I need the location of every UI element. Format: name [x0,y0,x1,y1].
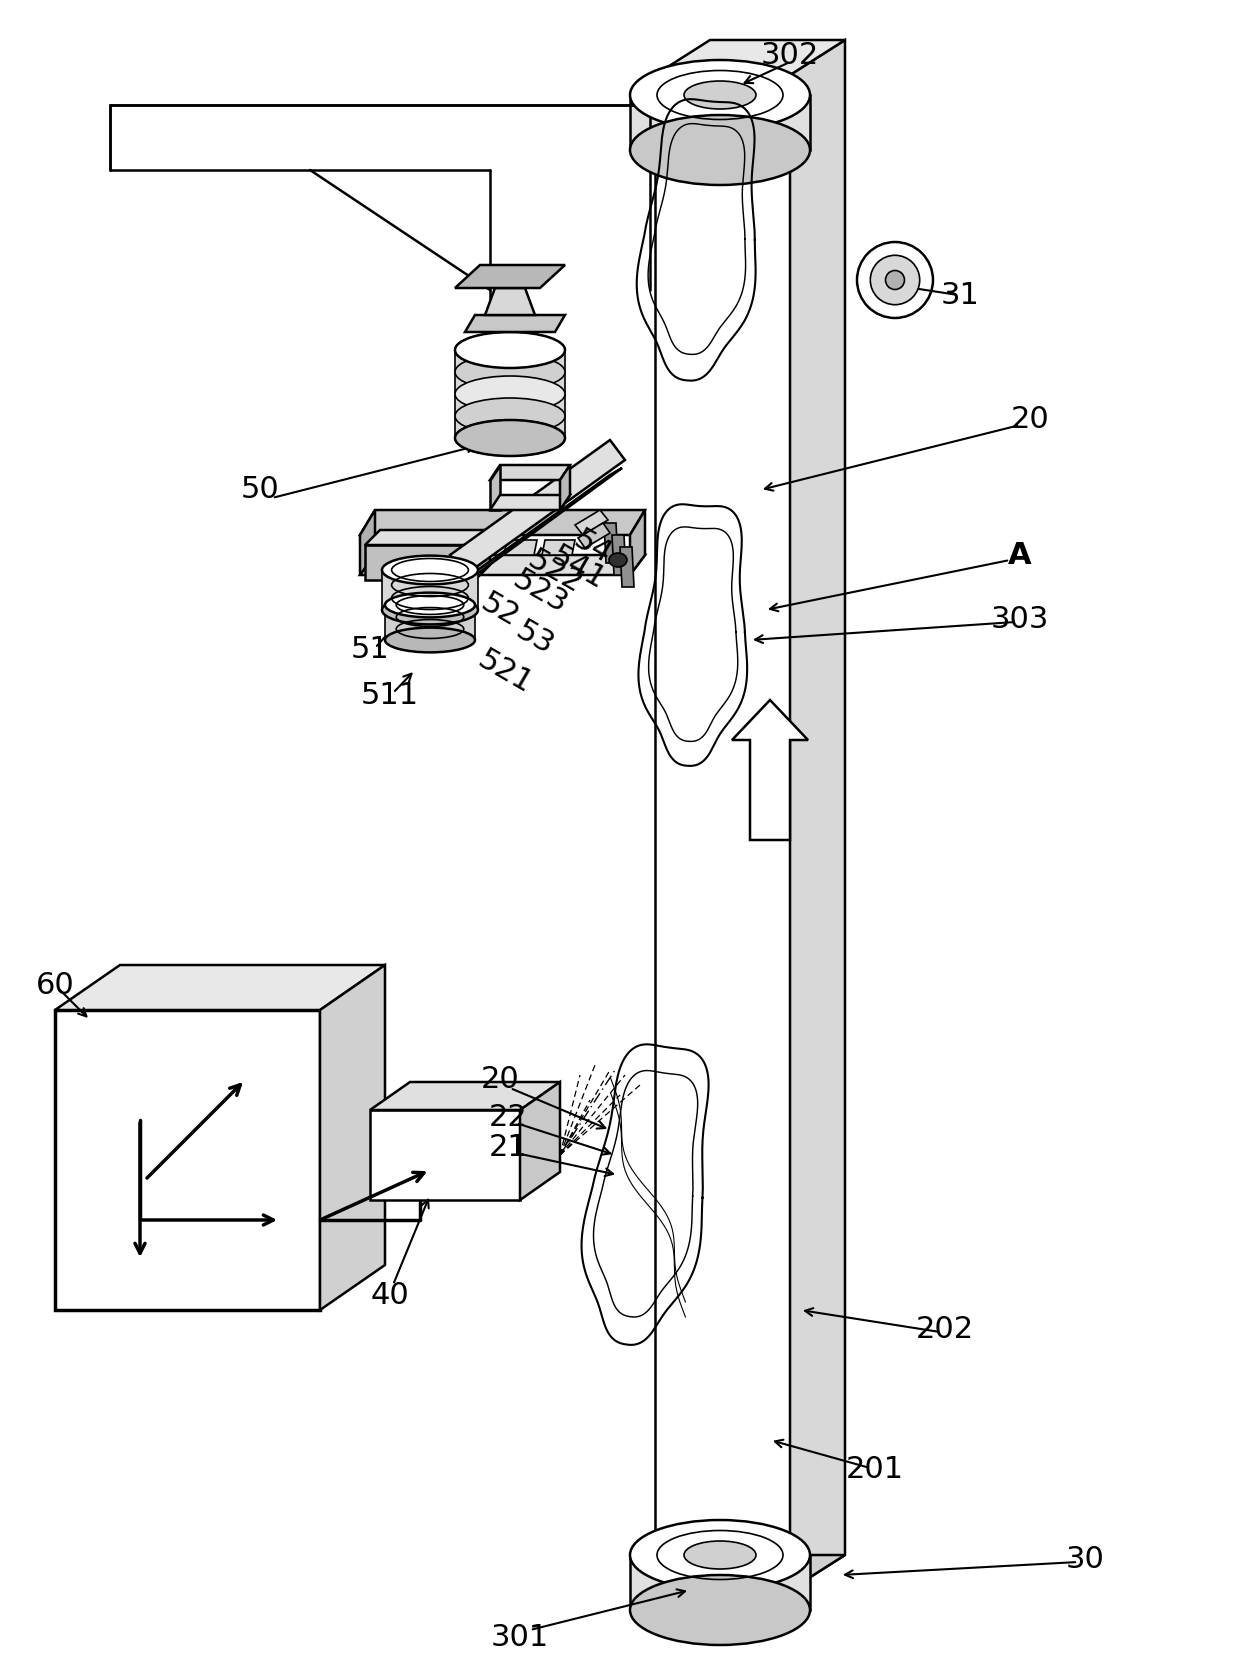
Polygon shape [455,265,565,287]
Polygon shape [578,522,610,548]
Polygon shape [490,496,570,511]
Text: 20: 20 [1011,405,1049,435]
Polygon shape [560,465,570,511]
Polygon shape [520,1082,560,1200]
Ellipse shape [384,628,475,652]
Text: 521: 521 [472,645,537,699]
Text: 22: 22 [489,1104,527,1132]
Ellipse shape [684,1541,756,1569]
Text: 202: 202 [916,1315,975,1344]
Ellipse shape [382,556,477,585]
Ellipse shape [630,114,810,185]
Ellipse shape [382,596,477,625]
Polygon shape [613,534,626,575]
Polygon shape [320,964,384,1310]
Polygon shape [382,570,477,610]
Text: 301: 301 [491,1623,549,1653]
Text: 53: 53 [511,617,559,660]
Text: 31: 31 [941,281,980,309]
Ellipse shape [630,1576,810,1645]
Polygon shape [370,1110,520,1200]
Ellipse shape [885,270,904,289]
Polygon shape [370,1082,560,1110]
Text: 52: 52 [476,588,525,632]
Ellipse shape [630,60,810,129]
Polygon shape [655,1556,844,1589]
Polygon shape [450,440,625,575]
Polygon shape [384,605,475,640]
Ellipse shape [630,1520,810,1589]
Polygon shape [360,554,645,575]
Ellipse shape [684,81,756,109]
Polygon shape [55,964,384,1010]
Ellipse shape [455,376,565,412]
Polygon shape [450,469,622,590]
Polygon shape [503,539,537,554]
Polygon shape [655,40,844,76]
Polygon shape [391,539,423,554]
Polygon shape [655,76,790,1589]
Text: 511: 511 [361,680,419,709]
Ellipse shape [455,420,565,455]
Polygon shape [732,701,808,840]
Text: 302: 302 [761,40,820,69]
Ellipse shape [455,333,565,368]
Polygon shape [790,40,844,1589]
Polygon shape [630,1556,810,1609]
Polygon shape [428,539,461,554]
Text: 201: 201 [846,1455,904,1485]
Polygon shape [575,511,608,534]
Text: 541: 541 [546,541,610,595]
Ellipse shape [857,242,932,318]
Ellipse shape [384,593,475,617]
Polygon shape [490,465,570,480]
Ellipse shape [609,553,627,566]
Polygon shape [55,1010,320,1310]
Ellipse shape [455,398,565,433]
Polygon shape [620,548,634,586]
Polygon shape [604,522,618,563]
Ellipse shape [870,255,920,304]
Polygon shape [466,539,498,554]
Text: 30: 30 [1065,1546,1105,1574]
Polygon shape [360,511,645,534]
Polygon shape [455,349,565,438]
Polygon shape [485,287,534,314]
Ellipse shape [455,333,565,368]
Text: 40: 40 [371,1280,409,1309]
Ellipse shape [455,420,565,455]
Text: 50: 50 [241,475,279,504]
Text: 60: 60 [36,971,74,1000]
Polygon shape [630,511,645,575]
Text: 54: 54 [569,524,618,570]
Polygon shape [365,544,475,580]
Text: 20: 20 [481,1065,520,1094]
Polygon shape [490,465,500,511]
Text: 303: 303 [991,605,1049,635]
Text: A: A [1008,541,1032,570]
Polygon shape [542,539,575,554]
Polygon shape [475,529,490,580]
Ellipse shape [455,354,565,390]
Polygon shape [465,314,565,333]
Text: 523: 523 [507,564,573,620]
Polygon shape [365,529,490,544]
Polygon shape [360,511,374,575]
Text: 51: 51 [351,635,389,665]
Text: 21: 21 [489,1134,527,1163]
Text: 522: 522 [522,544,588,600]
Polygon shape [630,96,810,150]
